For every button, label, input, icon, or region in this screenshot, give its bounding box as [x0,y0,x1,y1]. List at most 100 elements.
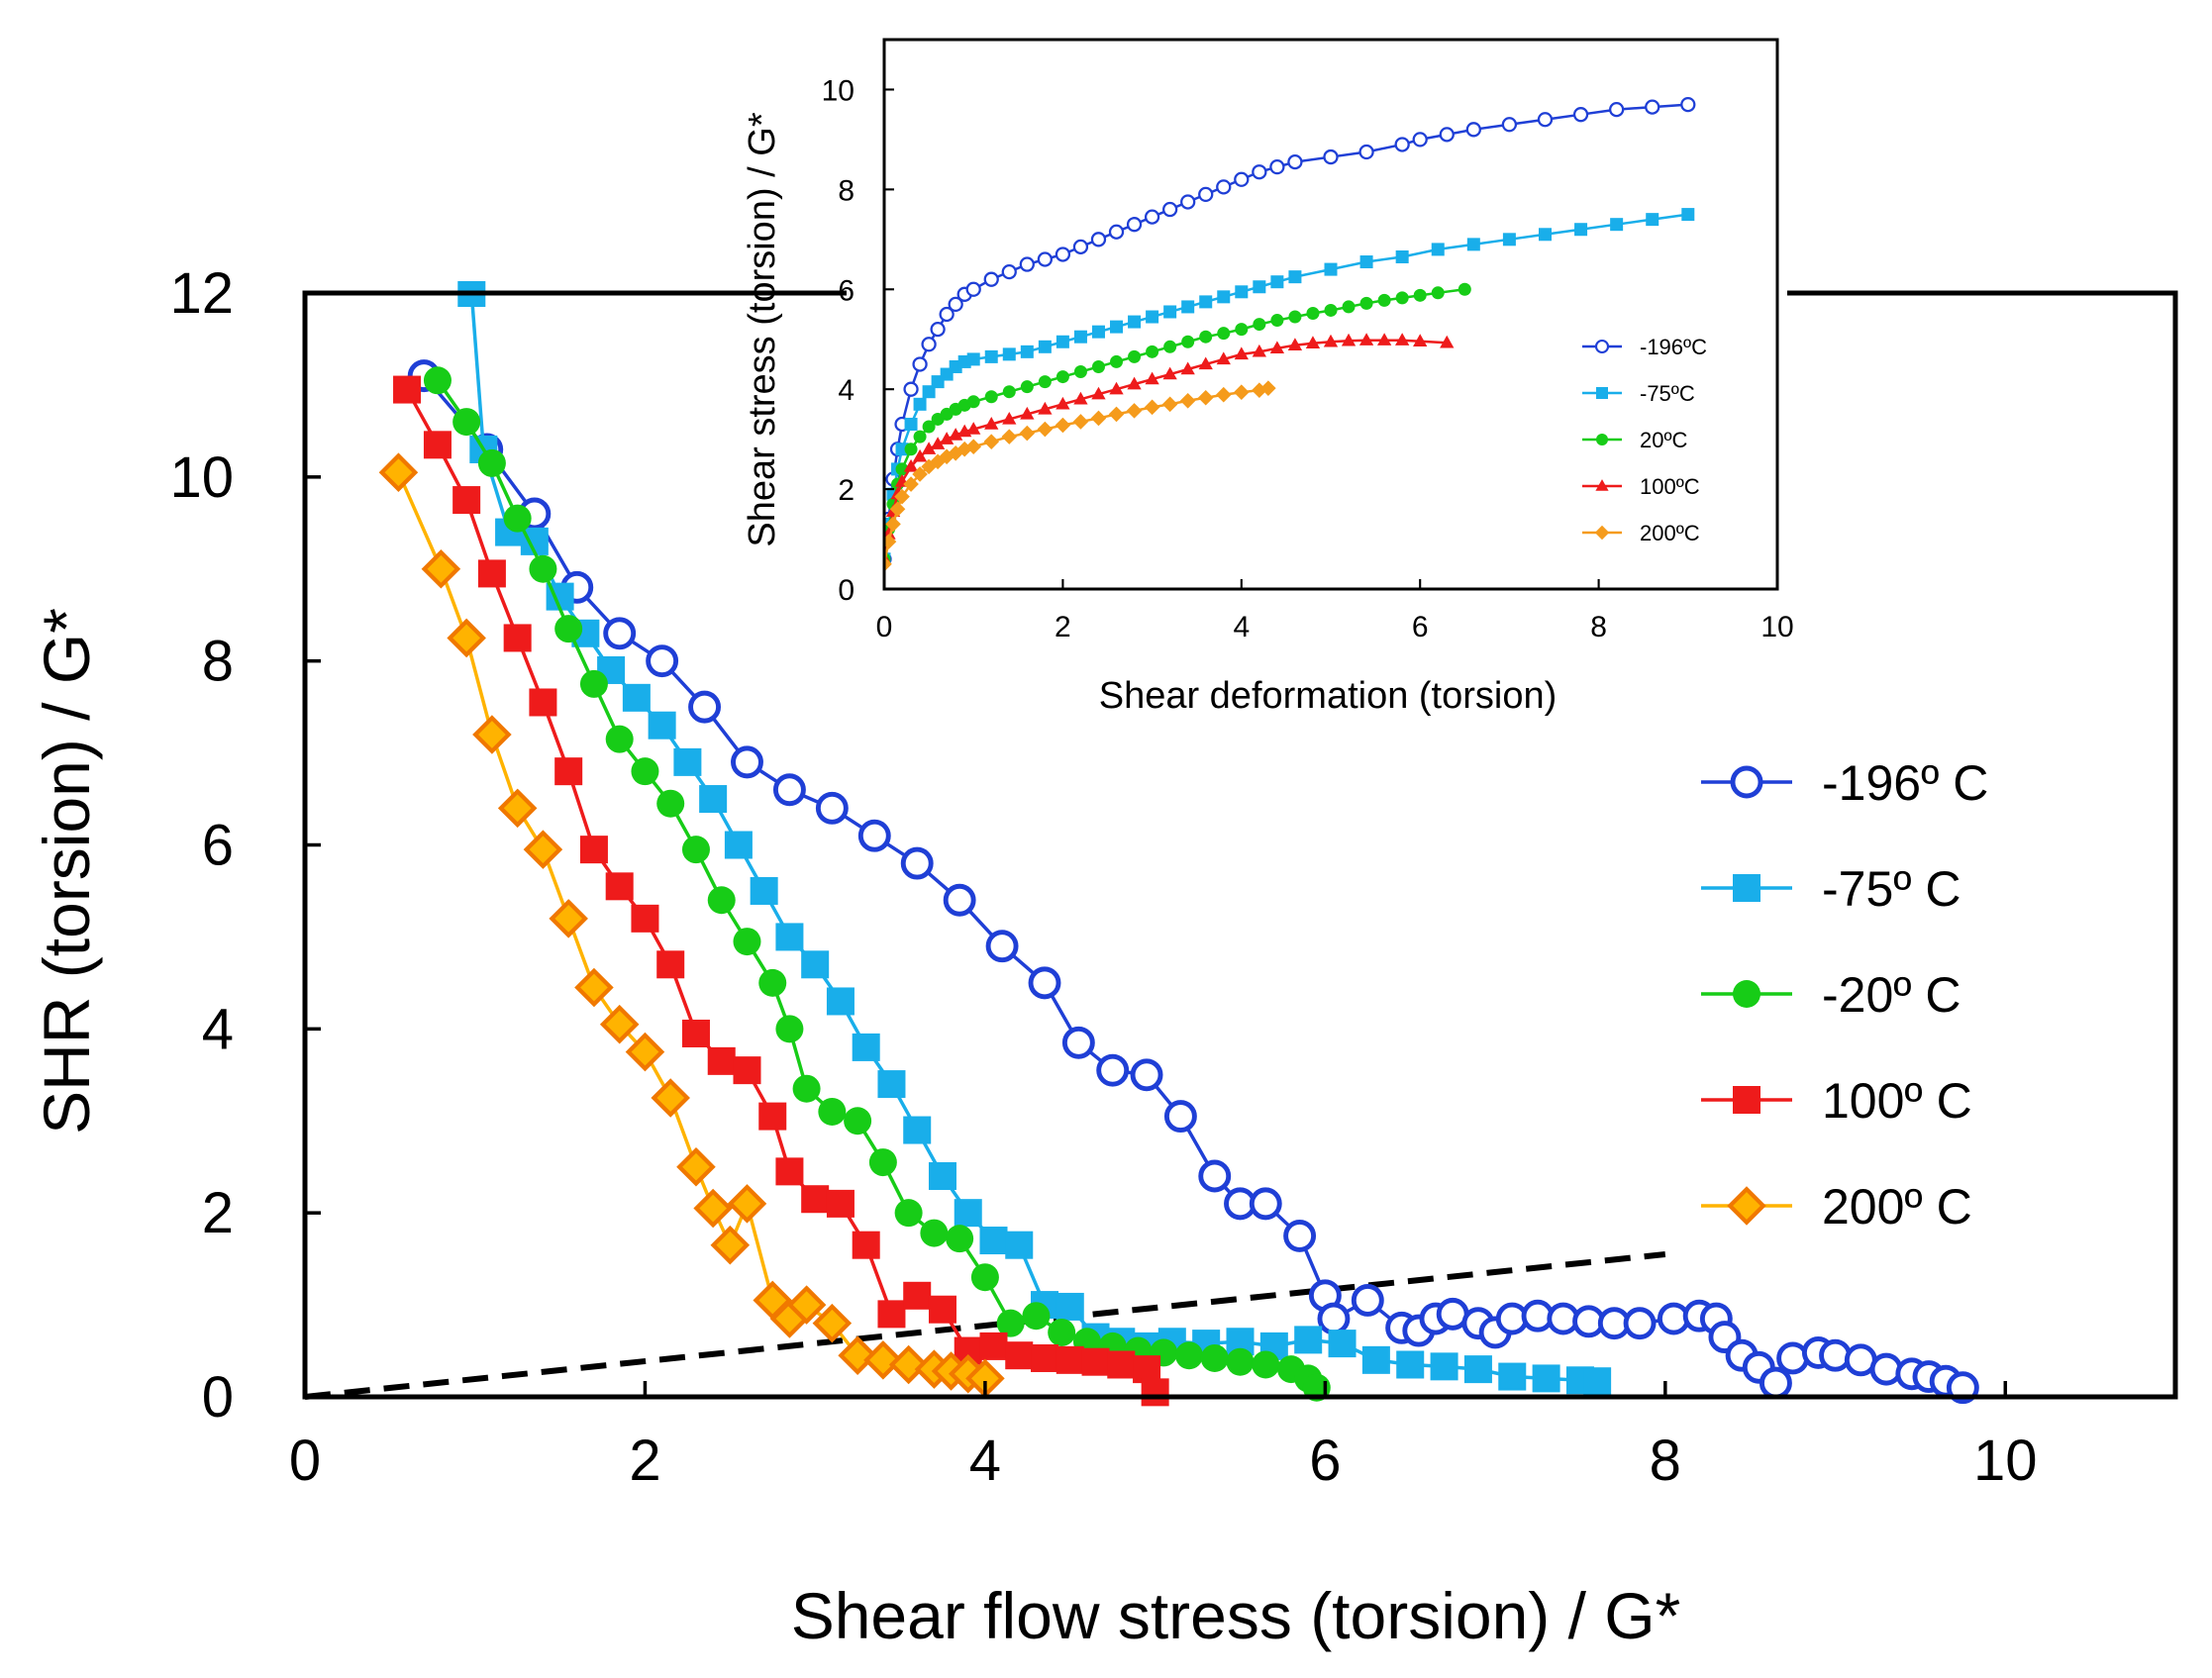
data-point [529,554,557,583]
data-point [1163,340,1177,353]
data-point [1306,306,1320,320]
legend-swatch-marker [1727,1186,1766,1226]
data-point [920,1219,949,1247]
data-point [1061,1026,1095,1059]
data-point [1090,410,1107,427]
x-tick-label: 8 [1590,611,1607,643]
data-point [688,690,722,724]
legend-label: 200º C [1822,1179,1972,1234]
legend-label: -75º C [1822,861,1961,917]
data-point [554,615,583,643]
data-point [1180,361,1195,375]
data-point [885,516,901,533]
inset-series-group [884,96,1696,572]
legend-entry-196-c: -196º C [1701,755,1988,811]
data-point [1305,336,1321,348]
data-point [1198,356,1213,370]
data-point [1413,334,1428,346]
y-tick-label: 8 [202,630,234,694]
data-point [1395,249,1409,263]
data-point [1235,285,1249,299]
data-point [966,352,980,366]
data-point [979,1227,1008,1255]
data-point [970,1263,999,1292]
data-point [939,306,955,323]
data-point [801,950,830,979]
data-point [922,385,936,399]
data-point [966,395,980,409]
data-point [707,1046,736,1075]
data-point [1270,314,1284,328]
legend-entry-100c: 100ºC [1582,474,1700,499]
data-point [948,296,963,313]
data-point [1091,359,1105,373]
data-point [1109,381,1124,395]
data-point [966,422,981,435]
data-point [1020,380,1034,394]
data-point [1431,243,1445,256]
legend-label: 200ºC [1640,521,1700,545]
data-point [1161,396,1178,413]
data-point [1126,217,1143,233]
data-point [1141,1378,1169,1407]
data-point [884,555,892,572]
series-line [884,288,1465,559]
y-tick-label: 0 [202,1365,234,1430]
data-point [603,617,637,650]
data-point [900,846,934,880]
x-tick-label: 4 [1233,611,1250,643]
data-point [946,1225,974,1253]
data-point [1463,1355,1492,1384]
data-point [904,443,918,456]
data-point [930,437,946,449]
data-point [1107,1350,1136,1379]
data-point [549,899,588,938]
data-point [681,1019,710,1047]
data-point [1412,132,1428,148]
data-point [554,757,583,786]
data-point [1269,159,1285,175]
data-point [1376,333,1392,345]
data-point [1055,417,1071,434]
data-point [1287,338,1303,350]
data-point [447,618,486,658]
data-point [707,886,736,915]
legend-label: 100º C [1822,1073,1972,1129]
data-point [775,1015,804,1043]
data-point [529,688,557,717]
data-point [1395,333,1410,345]
data-point [1538,228,1552,242]
data-point [949,428,963,441]
data-point [1020,406,1035,420]
data-point [423,431,452,459]
data-point [1869,1352,1903,1386]
data-point [912,466,928,482]
data-point [868,1148,897,1177]
data-point [921,442,937,454]
data-point [579,836,608,864]
data-point [1073,365,1087,379]
data-point [731,745,763,779]
data-point [1056,396,1070,410]
data-point [930,453,946,470]
data-point [1342,300,1356,314]
data-point [681,836,710,864]
data-point [1144,399,1160,416]
data-point [904,418,918,431]
data-point [852,1231,880,1259]
data-point [1394,137,1410,152]
data-point [733,928,761,956]
data-point [1091,386,1106,400]
data-point [1537,112,1554,128]
data-point [1144,209,1160,225]
data-point [1163,305,1177,319]
data-point [1056,370,1069,384]
data-point [984,417,999,430]
data-point [421,548,461,589]
data-point [954,1199,982,1228]
main-series-196-c [407,359,1979,1405]
data-point [724,831,753,859]
data-point [605,725,634,753]
